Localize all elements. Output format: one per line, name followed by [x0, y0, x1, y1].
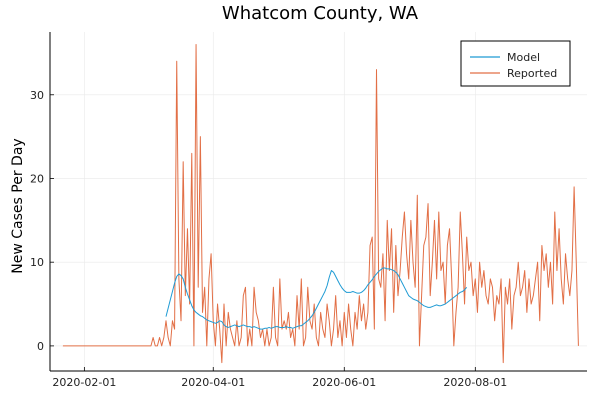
chart-title: Whatcom County, WA [222, 3, 419, 24]
y-axis-title: New Cases Per Day [10, 138, 26, 273]
legend-label-reported: Reported [507, 67, 557, 80]
legend: Model Reported [460, 40, 571, 87]
ticks: 2020-02-01 2020-04-01 2020-06-01 2020-08-01… [30, 89, 507, 389]
axes [49, 32, 587, 372]
legend-label-model: Model [507, 51, 540, 64]
y-tick-label: 30 [30, 89, 44, 102]
series-line-model [165, 267, 468, 330]
x-tick-label: 2020-04-01 [181, 376, 245, 389]
x-tick-label: 2020-08-01 [443, 376, 507, 389]
series-group [62, 44, 579, 364]
y-tick-label: 20 [30, 172, 44, 185]
series-line-reported [62, 44, 579, 364]
y-tick-label: 10 [30, 256, 44, 269]
x-tick-label: 2020-02-01 [52, 376, 116, 389]
legend-box [460, 40, 571, 87]
x-tick-label: 2020-06-01 [312, 376, 376, 389]
y-tick-label: 0 [37, 340, 44, 353]
